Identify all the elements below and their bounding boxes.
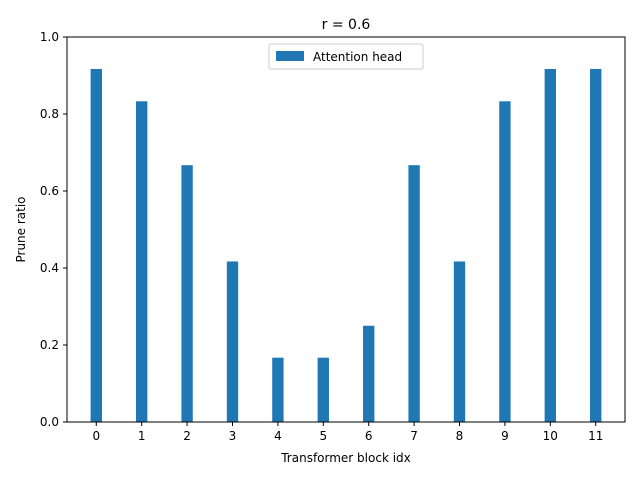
y-tick-label: 0.4 — [40, 261, 59, 275]
legend-label: Attention head — [313, 50, 402, 64]
x-tick-label: 6 — [365, 429, 373, 443]
legend: Attention head — [268, 43, 424, 70]
bars-layer — [90, 68, 602, 423]
x-tick-label: 7 — [410, 429, 418, 443]
bar-2 — [181, 165, 193, 422]
x-tick-label: 4 — [274, 429, 282, 443]
y-tick-label: 0.8 — [40, 107, 59, 121]
bar-8 — [453, 261, 466, 422]
bar-4 — [272, 357, 284, 422]
x-ticks: 0 1 2 3 4 5 6 7 8 9 10 11 — [92, 422, 603, 443]
legend-swatch — [276, 51, 304, 61]
bar-0 — [90, 68, 102, 422]
x-tick-label: 9 — [501, 429, 509, 443]
x-tick-label: 3 — [229, 429, 237, 443]
y-tick-label: 0.0 — [40, 415, 59, 429]
x-tick-label: 11 — [588, 429, 603, 443]
bar-1 — [136, 101, 148, 423]
plot-frame — [66, 36, 626, 423]
bar-9 — [499, 101, 511, 423]
bar-5 — [317, 357, 329, 422]
x-tick-label: 10 — [543, 429, 558, 443]
x-tick-label: 1 — [138, 429, 146, 443]
bar-7 — [408, 165, 420, 422]
x-tick-label: 5 — [319, 429, 327, 443]
x-axis-label: Transformer block idx — [280, 451, 411, 465]
x-tick-label: 8 — [456, 429, 464, 443]
y-axis-label: Prune ratio — [14, 196, 28, 262]
y-tick-label: 1.0 — [40, 30, 59, 44]
bar-11 — [590, 68, 602, 422]
x-tick-label: 2 — [183, 429, 191, 443]
y-tick-label: 0.6 — [40, 184, 59, 198]
bar-3 — [226, 261, 239, 422]
y-tick-label: 0.2 — [40, 338, 59, 352]
x-tick-label: 0 — [92, 429, 100, 443]
legend-box — [268, 43, 424, 70]
y-ticks: 0.0 0.2 0.4 0.6 0.8 1.0 — [40, 30, 67, 429]
chart-title: r = 0.6 — [322, 17, 371, 33]
bar-6 — [363, 325, 375, 422]
bar-10 — [544, 68, 556, 422]
